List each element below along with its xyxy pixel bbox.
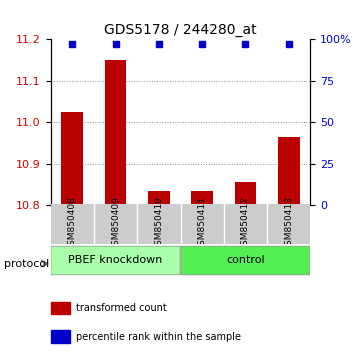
FancyBboxPatch shape: [51, 246, 180, 275]
Text: control: control: [226, 255, 265, 265]
FancyBboxPatch shape: [181, 246, 310, 275]
Bar: [235, 182, 256, 205]
Text: GSM850412: GSM850412: [241, 196, 250, 251]
Text: percentile rank within the sample: percentile rank within the sample: [76, 332, 241, 342]
Bar: [52, 302, 70, 314]
Title: GDS5178 / 244280_at: GDS5178 / 244280_at: [104, 23, 257, 36]
Text: protocol: protocol: [4, 259, 49, 269]
Text: GSM850410: GSM850410: [155, 196, 163, 251]
Bar: [61, 112, 83, 205]
Text: PBEF knockdown: PBEF knockdown: [68, 255, 163, 265]
Text: GSM850413: GSM850413: [284, 196, 293, 251]
Bar: [191, 191, 213, 205]
Text: GSM850409: GSM850409: [111, 196, 120, 251]
Text: GSM850411: GSM850411: [198, 196, 206, 251]
Bar: [52, 330, 70, 343]
Text: transformed count: transformed count: [76, 303, 167, 313]
Text: GSM850408: GSM850408: [68, 196, 77, 251]
Bar: [105, 60, 126, 205]
Bar: [148, 191, 170, 205]
Bar: [278, 137, 300, 205]
